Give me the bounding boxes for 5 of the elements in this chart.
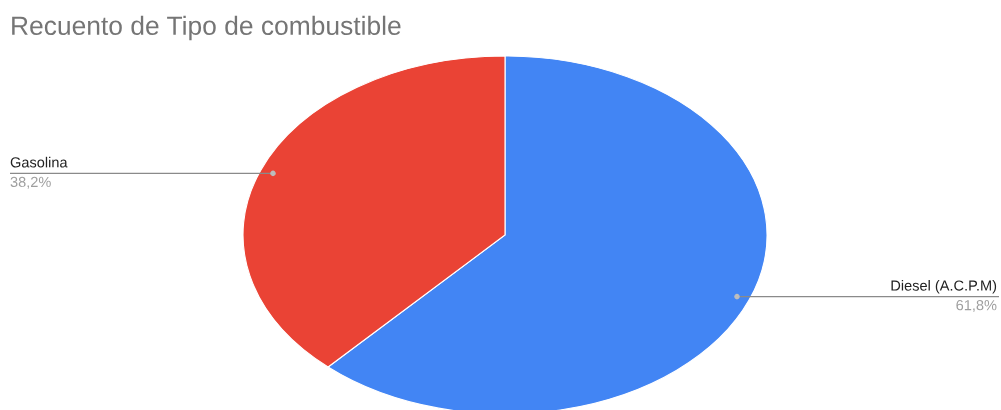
data-label: 61,8% <box>956 299 997 313</box>
chart-title: Recuento de Tipo de combustible <box>12 15 401 41</box>
slice-label: Gasolina <box>10 156 68 168</box>
data-label: 38,2% <box>10 176 51 189</box>
slice-label: Diesel (A.C.P.M) <box>891 280 997 294</box>
